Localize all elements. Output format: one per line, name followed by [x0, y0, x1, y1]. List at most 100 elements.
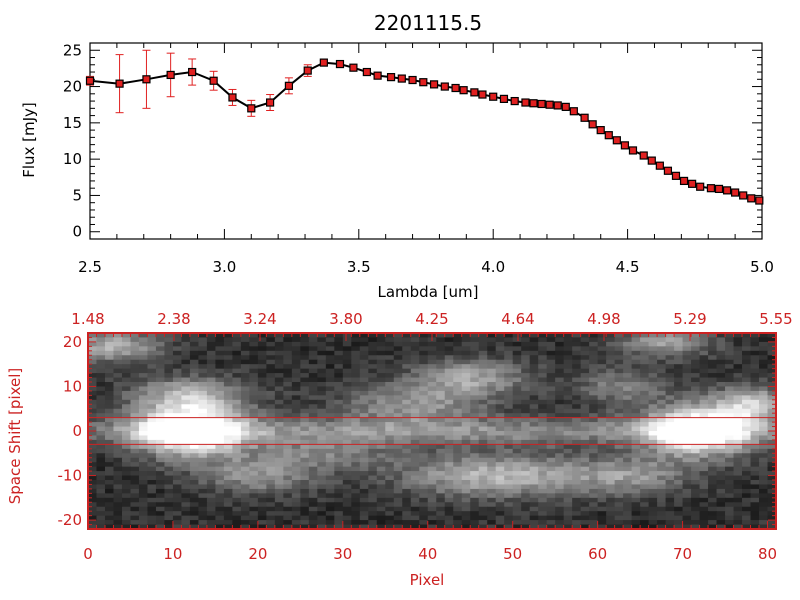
flux-point: [429, 80, 439, 89]
flux-point: [228, 93, 237, 102]
flux-point: [489, 92, 498, 101]
flux-point: [688, 179, 697, 188]
spectrum-image-panel: 0 10 20 30 40 50 60 70 80 1.48 2.38 3.24 3.80 4.25 4.6…: [6, 310, 793, 589]
flux-point: [731, 188, 740, 197]
shift-tick-label: 0: [72, 422, 82, 440]
flux-point: [739, 191, 748, 200]
flux-point: [419, 78, 428, 87]
shift-tick-label: -20: [58, 511, 83, 529]
flux-point: [604, 131, 613, 140]
flux-point: [510, 96, 519, 106]
x-tick-label: 4.0: [481, 258, 505, 276]
flux-point: [647, 156, 656, 165]
x-tick-label: 2.5: [78, 258, 102, 276]
y-tick-label: 15: [63, 114, 82, 132]
flux-point: [209, 76, 218, 85]
flux-point: [188, 67, 197, 77]
pixel-tick-label: 20: [248, 545, 267, 563]
flux-point: [569, 107, 578, 116]
wavelength-tick-label: 2.38: [157, 310, 190, 328]
flux-point: [521, 98, 530, 107]
spectrum-plot-frame: [89, 42, 763, 240]
flux-point: [722, 186, 732, 195]
flux-point: [115, 79, 124, 88]
flux-point: [696, 182, 705, 191]
flux-point: [362, 67, 371, 77]
flux-point: [85, 76, 95, 85]
flux-point: [561, 102, 570, 111]
flux-point: [588, 120, 597, 129]
pixel-tick-label: 80: [758, 545, 777, 563]
y-tick-label: 25: [63, 41, 82, 59]
pixel-tick-label: 0: [83, 545, 93, 563]
space-shift-axis-label: Space Shift [pixel]: [6, 368, 24, 505]
flux-point: [545, 100, 554, 109]
wavelength-tick-label: 4.25: [415, 310, 448, 328]
wavelength-tick-label: 1.48: [71, 310, 104, 328]
pixel-tick-label: 10: [163, 545, 182, 563]
flux-point: [335, 59, 345, 69]
flux-point: [706, 184, 716, 193]
wavelength-tick-label: 4.98: [587, 310, 620, 328]
flux-point: [303, 66, 312, 75]
flux-point: [596, 126, 605, 135]
x-tick-label: 4.5: [616, 258, 640, 276]
flux-point: [470, 88, 479, 97]
flux-point: [408, 75, 417, 85]
y-tick-label: 5: [72, 186, 82, 204]
x-tick-label: 5.0: [750, 258, 774, 276]
shift-tick-label: 20: [63, 333, 82, 351]
flux-point: [671, 171, 681, 180]
wavelength-tick-label: 3.80: [329, 310, 362, 328]
flux-point: [373, 71, 382, 80]
y-tick-label: 20: [63, 78, 82, 96]
flux-point: [612, 136, 621, 145]
pixel-tick-label: 60: [588, 545, 607, 563]
y-axis-label: Flux [mJy]: [20, 102, 38, 178]
flux-point: [142, 75, 151, 84]
flux-point: [247, 104, 256, 113]
flux-point: [747, 194, 756, 203]
wavelength-tick-label: 3.24: [243, 310, 276, 328]
flux-point: [284, 81, 294, 90]
flux-point: [529, 99, 538, 108]
flux-point: [639, 151, 648, 160]
wavelength-tick-label: 4.64: [501, 310, 534, 328]
spectrum-image: [88, 333, 777, 530]
x-axis-label: Lambda [um]: [378, 283, 479, 301]
flux-point: [459, 86, 468, 95]
flux-point: [349, 63, 358, 72]
flux-point: [679, 176, 689, 186]
flux-point: [755, 196, 764, 205]
spectrum-plot: 2201115.5 2.5 3.0 3.5 4.0 4.5 5.0 0 5 10 15 20 25 L…: [20, 11, 774, 301]
flux-point: [166, 70, 175, 80]
flux-point: [319, 58, 328, 67]
flux-point: [714, 184, 724, 194]
x-tick-label: 3.5: [347, 258, 371, 276]
flux-point: [655, 161, 664, 170]
wavelength-tick-label: 5.55: [759, 310, 792, 328]
shift-tick-label: 10: [63, 377, 82, 395]
flux-point: [553, 101, 562, 110]
flux-point: [499, 94, 509, 103]
flux-point: [440, 82, 449, 91]
flux-point: [628, 146, 638, 155]
flux-point: [663, 166, 673, 175]
flux-point: [620, 141, 630, 150]
spectrum-image-area: 0 10 20 30 40 50 60 70 80 1.48 2.38 3.24 3.80 4.25 4.6…: [58, 310, 793, 563]
pixel-tick-label: 40: [418, 545, 437, 563]
flux-point: [397, 74, 406, 83]
flux-point: [537, 99, 546, 109]
shift-tick-label: -10: [58, 467, 83, 485]
pixel-tick-label: 30: [333, 545, 352, 563]
wavelength-tick-label: 5.29: [673, 310, 706, 328]
chart-title: 2201115.5: [374, 11, 482, 35]
pixel-axis-label: Pixel: [410, 571, 445, 589]
flux-point: [580, 113, 589, 122]
x-tick-label: 3.0: [212, 258, 236, 276]
pixel-tick-label: 50: [503, 545, 522, 563]
flux-point: [478, 90, 487, 99]
flux-point: [451, 83, 460, 93]
y-tick-label: 10: [63, 150, 82, 168]
